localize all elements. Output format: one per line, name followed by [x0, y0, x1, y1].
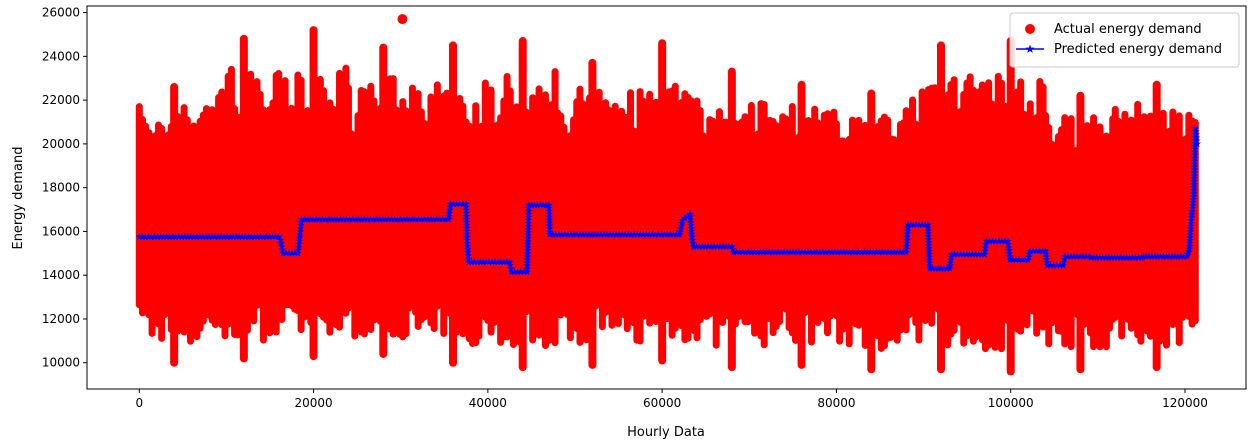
- y-axis-label: Energy demand: [11, 146, 26, 249]
- plot-frame: [86, 5, 1247, 390]
- legend-predicted-label: Predicted energy demand: [1054, 42, 1222, 57]
- x-axis-label: Hourly Data: [627, 425, 705, 440]
- legend-predicted-star: ★: [1025, 42, 1036, 56]
- y-axis: 10000 12000 14000 16000 18000 20000 22000 24000…: [42, 6, 87, 370]
- y-tick-label: 10000: [42, 356, 80, 370]
- y-tick-label: 26000: [42, 6, 80, 20]
- actual-demand-outlier: [397, 14, 408, 25]
- predicted-series: [135, 124, 1201, 276]
- y-tick-label: 20000: [42, 137, 80, 151]
- x-tick-label: 120000: [1162, 396, 1208, 410]
- x-tick-label: 40000: [469, 396, 507, 410]
- y-tick-label: 14000: [42, 268, 80, 282]
- y-tick-label: 18000: [42, 181, 80, 195]
- legend: Actual energy demand ★ Predicted energy …: [1009, 12, 1240, 68]
- actual-demand-core: [139, 187, 1199, 309]
- legend-actual-label: Actual energy demand: [1054, 22, 1202, 37]
- legend-actual-marker: [1025, 24, 1035, 34]
- legend-box: [1009, 12, 1240, 68]
- x-tick-label: 0: [135, 396, 143, 410]
- y-tick-label: 22000: [42, 93, 80, 107]
- x-tick-label: 20000: [294, 396, 332, 410]
- y-tick-label: 24000: [42, 49, 80, 63]
- actual-series: [135, 14, 1199, 376]
- x-tick-label: 100000: [988, 396, 1034, 410]
- y-tick-label: 16000: [42, 224, 80, 238]
- x-tick-label: 60000: [643, 396, 681, 410]
- x-tick-label: 80000: [817, 396, 855, 410]
- x-axis: 0 20000 40000 60000 80000 100000 120000: [135, 389, 1208, 410]
- y-tick-label: 12000: [42, 312, 80, 326]
